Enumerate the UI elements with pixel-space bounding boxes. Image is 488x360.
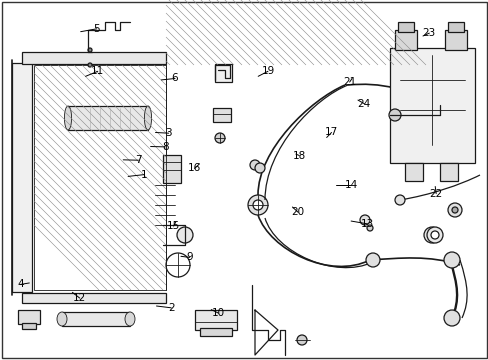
Circle shape: [247, 195, 267, 215]
Circle shape: [88, 48, 92, 52]
Bar: [447, 22, 463, 32]
Bar: [22, 52, 165, 64]
Ellipse shape: [57, 312, 67, 326]
Bar: [195, 310, 237, 330]
Text: 5: 5: [93, 24, 100, 34]
Bar: [215, 64, 231, 82]
Text: 6: 6: [171, 73, 178, 84]
Text: 12: 12: [73, 293, 86, 303]
Text: 1: 1: [141, 170, 147, 180]
Bar: [18, 310, 40, 324]
Circle shape: [388, 109, 400, 121]
Text: 18: 18: [292, 150, 305, 161]
Ellipse shape: [144, 106, 151, 130]
Bar: [200, 328, 231, 336]
Bar: [68, 106, 148, 130]
Circle shape: [451, 207, 457, 213]
Text: 19: 19: [261, 66, 274, 76]
Bar: [213, 108, 230, 122]
Text: 16: 16: [187, 163, 201, 174]
Bar: [34, 65, 165, 290]
Bar: [163, 155, 181, 183]
Bar: [12, 63, 32, 292]
Circle shape: [359, 215, 369, 225]
Text: 9: 9: [186, 252, 193, 262]
Circle shape: [254, 163, 264, 173]
Circle shape: [88, 63, 92, 67]
Circle shape: [365, 253, 379, 267]
Text: 15: 15: [166, 221, 180, 231]
Circle shape: [177, 227, 193, 243]
Circle shape: [430, 231, 438, 239]
Circle shape: [249, 160, 260, 170]
Text: 8: 8: [162, 142, 168, 152]
Text: 14: 14: [344, 180, 357, 190]
Bar: [22, 293, 165, 303]
Circle shape: [394, 195, 404, 205]
Circle shape: [423, 227, 439, 243]
Bar: [404, 163, 422, 181]
Text: 22: 22: [428, 189, 442, 199]
Text: 7: 7: [135, 155, 142, 165]
Text: 24: 24: [357, 99, 370, 109]
Circle shape: [426, 227, 442, 243]
Bar: [22, 323, 36, 329]
Text: 11: 11: [91, 66, 104, 76]
Text: 21: 21: [342, 77, 356, 87]
Text: 20: 20: [291, 207, 304, 217]
Bar: [394, 30, 416, 50]
Text: 17: 17: [324, 127, 338, 138]
Ellipse shape: [125, 312, 135, 326]
Text: 23: 23: [422, 28, 435, 38]
Circle shape: [215, 133, 224, 143]
Circle shape: [296, 335, 306, 345]
Circle shape: [443, 252, 459, 268]
Circle shape: [427, 231, 435, 239]
Circle shape: [165, 253, 190, 277]
Text: 10: 10: [212, 308, 224, 318]
Text: 3: 3: [165, 128, 172, 138]
Bar: [389, 48, 474, 163]
Bar: [397, 22, 413, 32]
Circle shape: [252, 200, 263, 210]
Circle shape: [366, 225, 372, 231]
Circle shape: [443, 310, 459, 326]
Text: 4: 4: [17, 279, 24, 289]
Bar: [62, 312, 130, 326]
Text: 2: 2: [167, 303, 174, 313]
Circle shape: [447, 203, 461, 217]
Ellipse shape: [64, 106, 71, 130]
Bar: [444, 30, 466, 50]
Bar: [439, 163, 457, 181]
Text: 13: 13: [360, 219, 374, 229]
